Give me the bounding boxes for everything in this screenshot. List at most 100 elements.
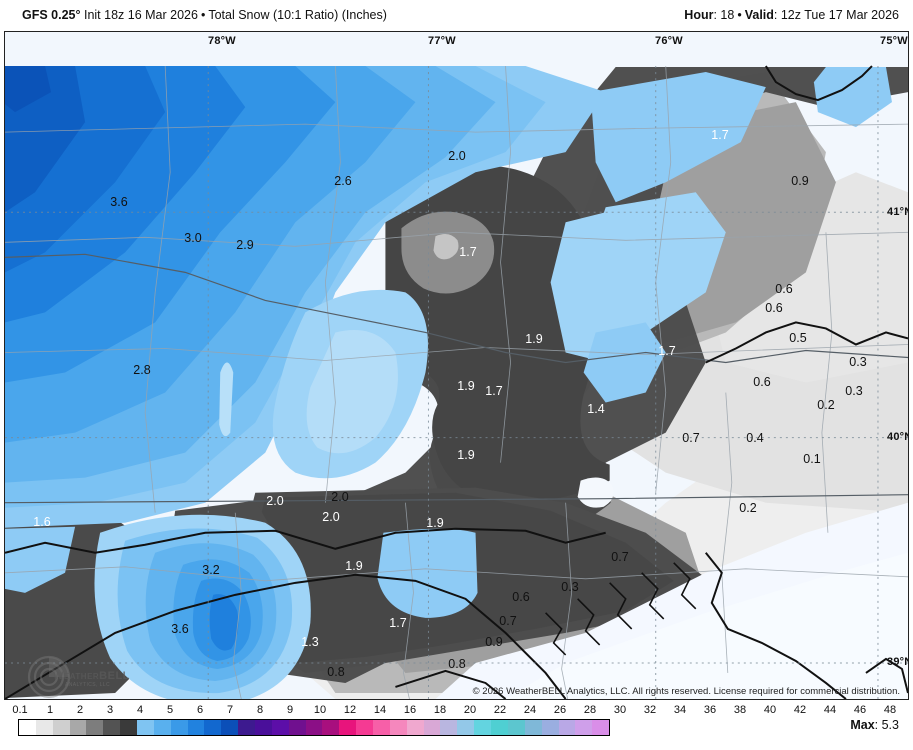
contour-value: 0.4 — [746, 431, 764, 445]
product-name: Total Snow (10:1 Ratio) (Inches) — [208, 8, 387, 22]
colorbar-tick: 1 — [46, 704, 54, 716]
contour-value: 0.7 — [682, 431, 700, 445]
contour-value: 1.9 — [457, 448, 475, 462]
colorbar-tick: 5 — [166, 704, 174, 716]
geo-label: 75°W — [880, 35, 908, 47]
colorbar-tick: 8 — [256, 704, 264, 716]
colorbar-swatch[interactable] — [373, 720, 390, 735]
contour-value: 2.9 — [236, 238, 254, 252]
colorbar-tick: 2 — [76, 704, 84, 716]
contour-value: 0.6 — [775, 282, 793, 296]
contour-value: 1.7 — [389, 616, 407, 630]
contour-value: 0.9 — [791, 174, 809, 188]
colorbar-swatch[interactable] — [153, 720, 171, 735]
contour-value: 2.8 — [133, 363, 151, 377]
geo-label: 77°W — [428, 35, 456, 47]
colorbar-tick: 30 — [613, 704, 627, 716]
colorbar-swatch[interactable] — [558, 720, 576, 735]
header-left-title: GFS 0.25° Init 18z 16 Mar 2026 • Total Sno… — [22, 8, 387, 22]
colorbar-swatch[interactable] — [238, 720, 256, 735]
contour-value: 0.2 — [817, 398, 835, 412]
colorbar-swatch[interactable] — [221, 720, 239, 735]
snow-contour-fill — [5, 32, 908, 699]
colorbar-swatch[interactable] — [491, 720, 508, 735]
contour-value: 3.6 — [171, 622, 189, 636]
contour-value: 0.1 — [803, 452, 821, 466]
colorbar-tick: 6 — [196, 704, 204, 716]
contour-value: 0.9 — [485, 635, 503, 649]
colorbar-swatch[interactable] — [541, 720, 559, 735]
colorbar-swatch[interactable] — [457, 720, 475, 735]
colorbar-swatch[interactable] — [19, 720, 36, 735]
colorbar-swatch[interactable] — [271, 720, 289, 735]
colorbar-swatch[interactable] — [35, 720, 53, 735]
colorbar-tick: 32 — [643, 704, 657, 716]
colorbar-swatch[interactable] — [170, 720, 188, 735]
geo-label: 39°N — [887, 656, 908, 668]
hour-value: 18 — [720, 8, 735, 22]
colorbar-swatch[interactable] — [120, 720, 138, 735]
contour-value: 0.3 — [845, 384, 863, 398]
colorbar-swatch[interactable] — [52, 720, 70, 735]
colorbar-swatch[interactable] — [86, 720, 104, 735]
colorbar-scale[interactable] — [18, 719, 610, 736]
colorbar-section: 0.1 1 2 3 4 5 6 7 8 9 10 12 14 16 18 20 22 24 26 28 30 32 34 36… — [0, 700, 913, 750]
contour-value: 0.8 — [448, 657, 466, 671]
colorbar-tick: 7 — [226, 704, 234, 716]
init-time: Init 18z 16 Mar 2026 — [83, 8, 198, 22]
contour-value: 3.2 — [202, 563, 220, 577]
max-value: 5.3 — [881, 718, 899, 732]
contour-value: 2.0 — [322, 510, 340, 524]
geo-label: 76°W — [655, 35, 683, 47]
colorbar-swatch[interactable] — [575, 720, 593, 735]
contour-value: 3.0 — [184, 231, 202, 245]
header-bullet-2: • — [737, 8, 742, 22]
colorbar-tick: 22 — [493, 704, 507, 716]
valid-value: 12z Tue 17 Mar 2026 — [780, 8, 899, 22]
colorbar-tick: 42 — [793, 704, 807, 716]
colorbar-swatch[interactable] — [406, 720, 424, 735]
colorbar-swatch[interactable] — [507, 720, 525, 735]
colorbar-swatch[interactable] — [356, 720, 374, 735]
colorbar-swatch[interactable] — [524, 720, 542, 735]
colorbar-tick: 14 — [373, 704, 387, 716]
max-label: Max — [850, 718, 875, 732]
colorbar-swatch[interactable] — [255, 720, 272, 735]
colorbar-swatch[interactable] — [187, 720, 205, 735]
colorbar-tick: 20 — [463, 704, 477, 716]
geo-label: 40°N — [887, 431, 908, 443]
colorbar-swatch[interactable] — [592, 720, 610, 735]
colorbar-swatch[interactable] — [204, 720, 222, 735]
colorbar-tick: 12 — [343, 704, 357, 716]
colorbar-swatch[interactable] — [474, 720, 492, 735]
colorbar-swatch[interactable] — [339, 720, 357, 735]
colorbar-swatch[interactable] — [305, 720, 323, 735]
model-name: GFS 0.25 — [22, 8, 76, 22]
colorbar-tick: 0.1 — [12, 704, 28, 716]
contour-value: 1.7 — [459, 245, 477, 259]
colorbar-swatch[interactable] — [322, 720, 340, 735]
colorbar-swatch[interactable] — [440, 720, 458, 735]
contour-value: 0.6 — [765, 301, 783, 315]
contour-value: 0.7 — [611, 550, 629, 564]
colorbar-tick: 36 — [703, 704, 717, 716]
colorbar-swatch[interactable] — [103, 720, 121, 735]
copyright-notice: © 2026 WeatherBELL Analytics, LLC. All r… — [472, 686, 900, 697]
colorbar-swatch[interactable] — [69, 720, 87, 735]
weatherbell-logo-icon — [27, 655, 71, 699]
colorbar-swatch[interactable] — [288, 720, 306, 735]
colorbar-tick: 10 — [313, 704, 327, 716]
contour-value: 1.9 — [345, 559, 363, 573]
contour-value: 1.6 — [33, 515, 51, 529]
colorbar-tick: 26 — [553, 704, 567, 716]
colorbar-swatch[interactable] — [137, 720, 154, 735]
contour-value: 1.7 — [711, 128, 729, 142]
colorbar-tick: 44 — [823, 704, 837, 716]
weather-map[interactable]: 78°W 77°W 76°W 75°W 41°N 40°N 39°N 3.6 3.0 2.9 2.… — [4, 31, 909, 700]
header-bullet-1: • — [200, 8, 206, 22]
colorbar-swatch[interactable] — [389, 720, 407, 735]
contour-value: 0.2 — [739, 501, 757, 515]
contour-value: 1.3 — [301, 635, 319, 649]
colorbar-swatch[interactable] — [423, 720, 441, 735]
contour-value: 1.7 — [658, 344, 676, 358]
